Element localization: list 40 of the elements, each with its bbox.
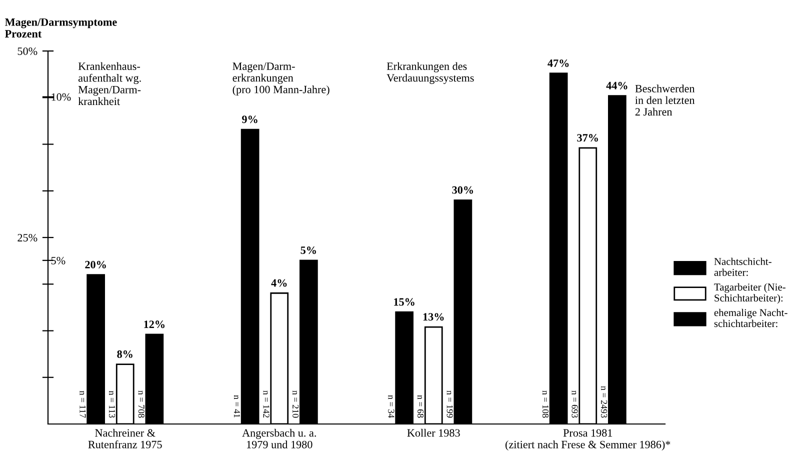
text: Magen/Darmsymptome Prozent bbox=[5, 18, 117, 38]
y-tick-label: 25% bbox=[18, 234, 38, 242]
data-label: 44% bbox=[606, 82, 628, 90]
y-tick-label: 50% bbox=[18, 47, 38, 55]
legend-label: Tagarbeiter (Nie- Schichtarbeiter): bbox=[714, 283, 786, 304]
annotation: Magen/Darm- erkrankungen (pro 100 Mann-Jahre) bbox=[232, 62, 330, 96]
annotation: Krankenhaus- aufenthalt wg. Magen/Darm- krankheit bbox=[78, 62, 141, 106]
x-tick-label: Angersbach u. a. 1979 und 1980 bbox=[242, 428, 316, 448]
y2-tick-label: 5% bbox=[51, 256, 66, 264]
x-tick-label: Koller 1983 bbox=[407, 428, 460, 437]
annotation: n = 199 bbox=[446, 390, 453, 418]
data-label: 15% bbox=[394, 298, 414, 306]
data-label: 9% bbox=[242, 116, 258, 124]
data-label: 12% bbox=[144, 320, 164, 328]
annotation: n = 2493 bbox=[601, 386, 608, 418]
data-label: 30% bbox=[452, 186, 473, 194]
data-label: 47% bbox=[548, 59, 569, 67]
x-tick-label: Prosa 1981 (zitiert nach Frese & Semmer 1986)* bbox=[506, 429, 670, 451]
annotation: n = 693 bbox=[572, 390, 578, 418]
annotation: n = 68 bbox=[417, 395, 424, 418]
legend-label: ehemalige Nacht- schichtarbeiter: bbox=[714, 308, 788, 328]
y2-tick-label: 10% bbox=[52, 93, 71, 101]
annotation: n = 34 bbox=[388, 395, 394, 418]
data-label: 13% bbox=[423, 313, 444, 321]
data-label: 4% bbox=[271, 279, 287, 287]
data-label: 5% bbox=[300, 246, 316, 254]
annotation: n = 210 bbox=[292, 390, 299, 418]
annotation: n = 113 bbox=[108, 390, 116, 418]
annotation: n = 142 bbox=[263, 390, 270, 418]
data-label: 8% bbox=[117, 350, 132, 358]
annotation: Beschwerden in den letzten 2 Jahren bbox=[635, 84, 695, 116]
x-tick-label: Nachreiner & Rutenfranz 1975 bbox=[88, 428, 162, 448]
annotation: n = 117 bbox=[80, 390, 86, 418]
data-label: 20% bbox=[85, 260, 106, 268]
annotation: n = 41 bbox=[234, 395, 240, 418]
annotation: n = 108 bbox=[542, 390, 549, 418]
annotation: n = 708 bbox=[138, 390, 144, 418]
annotation: Erkrankungen des Verdauungssystems bbox=[386, 62, 474, 84]
legend-label: Nachtschicht- arbeiter: bbox=[714, 258, 772, 276]
data-label: 37% bbox=[577, 134, 598, 142]
